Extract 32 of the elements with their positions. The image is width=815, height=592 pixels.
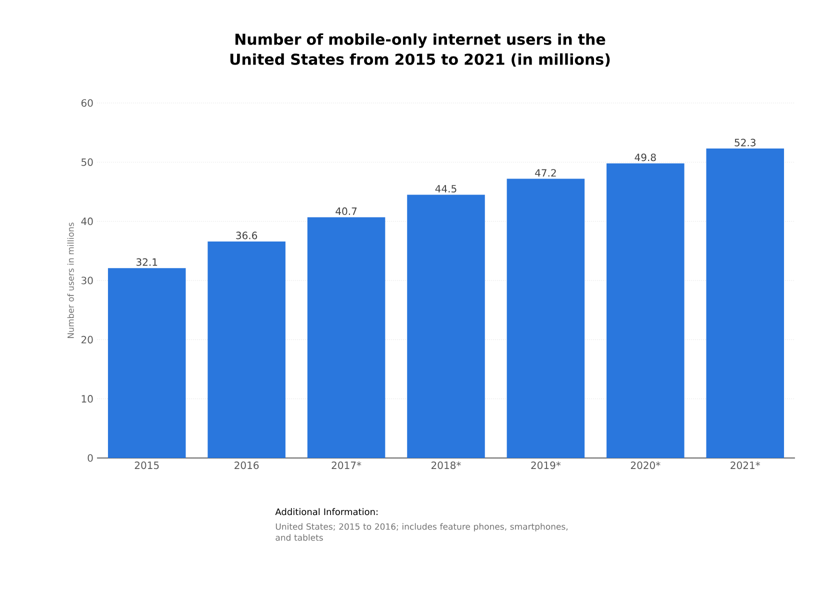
x-tick-label: 2019* <box>531 462 561 470</box>
x-tick-label: 2017* <box>332 462 362 470</box>
data-label: 40.7 <box>336 207 357 215</box>
data-label: 49.8 <box>634 154 656 162</box>
data-label: 44.5 <box>435 185 456 193</box>
x-tick-label: 2016 <box>234 462 259 470</box>
data-label: 52.3 <box>734 138 756 146</box>
bar <box>407 194 485 458</box>
x-tick-label: 2015 <box>134 462 159 470</box>
text: Additional Information: <box>275 508 378 516</box>
y-tick-label: 40 <box>81 218 93 226</box>
data-label: 47.2 <box>535 169 556 177</box>
bar <box>208 241 286 458</box>
bar <box>606 163 684 458</box>
x-tick-label: 2020* <box>630 462 660 470</box>
x-tick-label: 2021* <box>730 462 760 470</box>
data-label: 32.1 <box>136 258 158 266</box>
bar <box>108 268 186 458</box>
y-axis-title: Number of users in millions <box>67 222 74 338</box>
y-tick-label: 20 <box>81 336 93 344</box>
y-tick-label: 60 <box>81 99 93 107</box>
bar <box>506 178 585 458</box>
x-tick-label: 2018* <box>432 462 461 470</box>
y-tick-label: 0 <box>88 454 93 462</box>
y-tick-label: 30 <box>82 276 93 284</box>
y-tick-label: 50 <box>82 158 93 166</box>
chart-title: Number of mobile-only internet users in the United States from 2015 to 2021 (in millions) <box>230 33 610 67</box>
bar <box>706 148 784 458</box>
bar <box>307 217 386 458</box>
y-tick-label: 10 <box>82 395 93 403</box>
data-label: 36.6 <box>236 232 258 240</box>
text: United States; 2015 to 2016; includes feature phones, smartphones, and tablets <box>276 523 568 541</box>
